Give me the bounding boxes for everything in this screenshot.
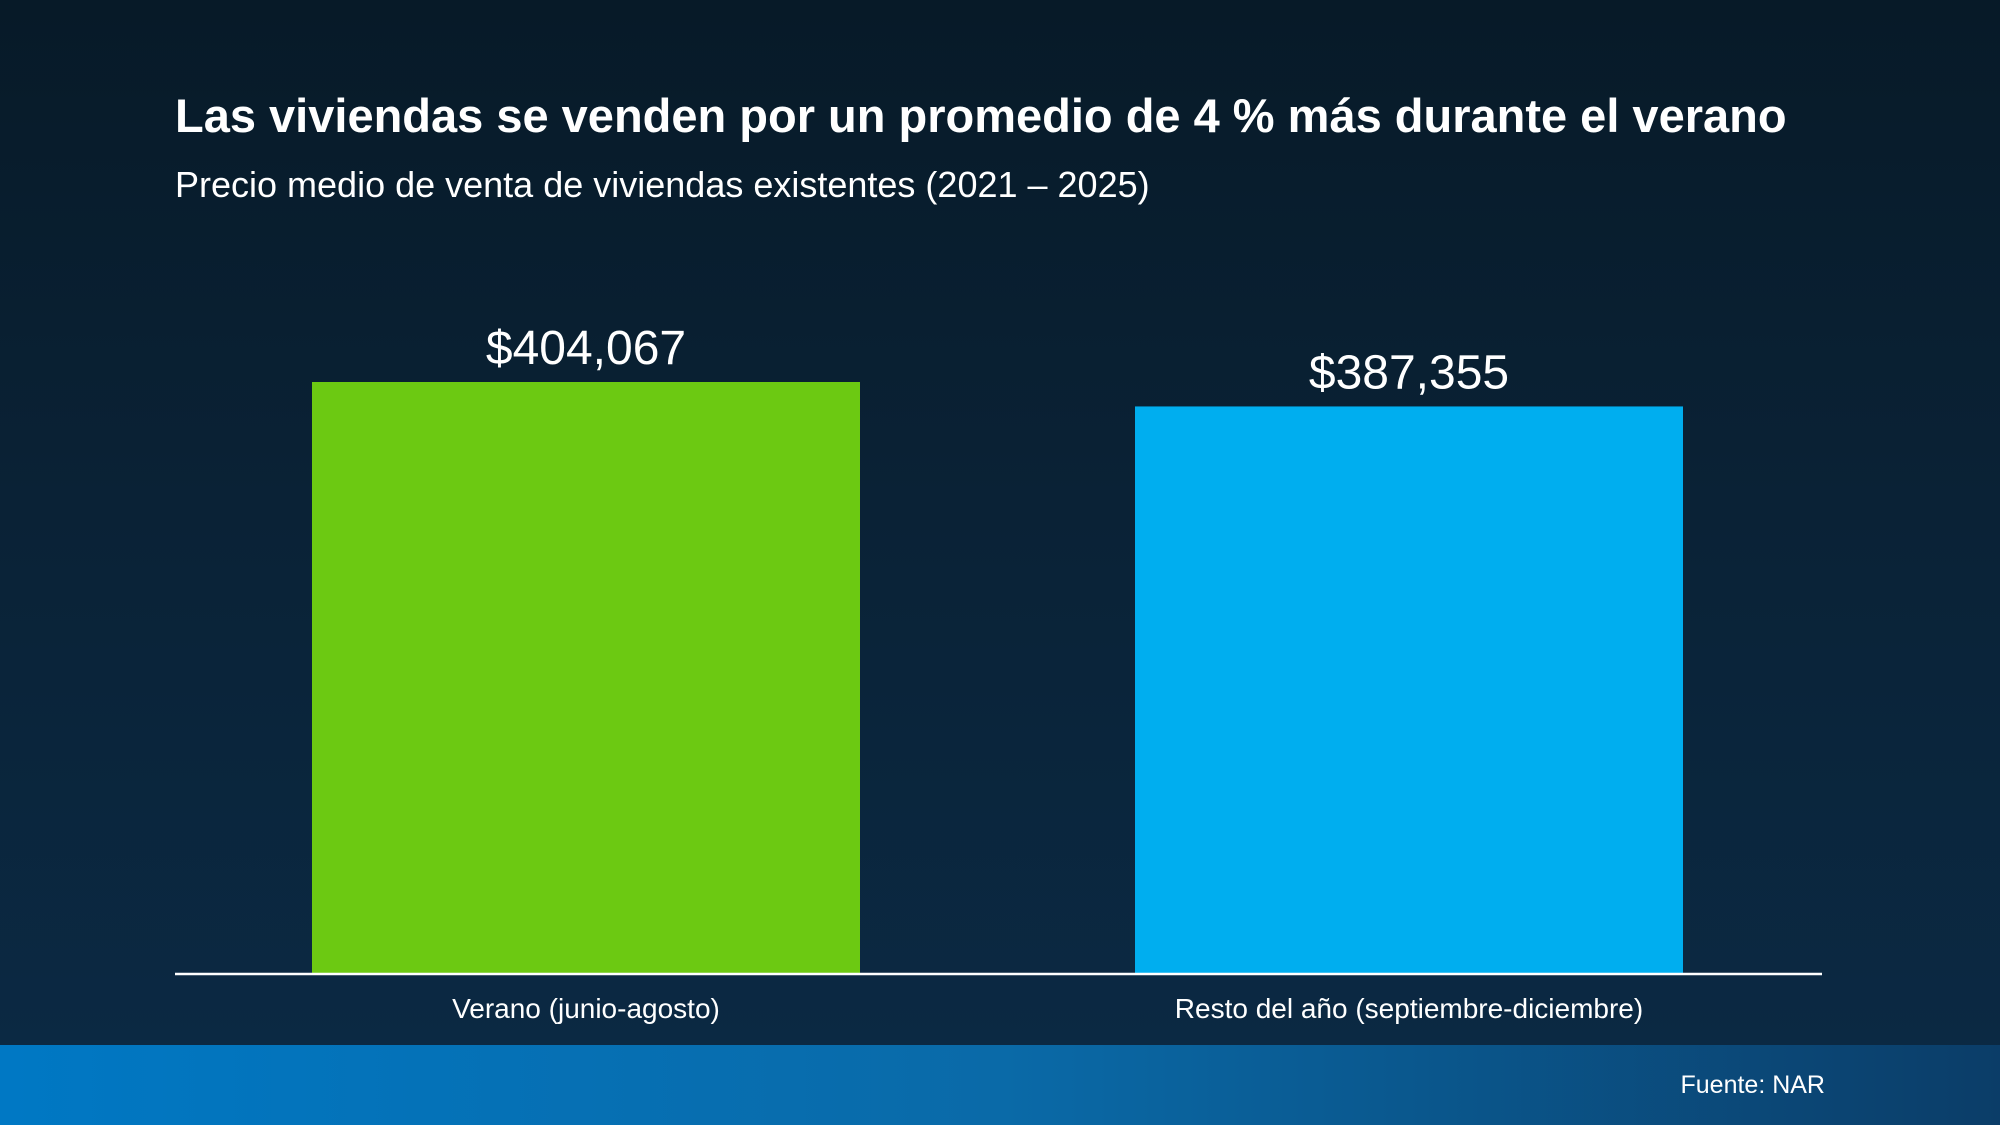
category-label-1: Resto del año (septiembre-diciembre) xyxy=(1175,993,1643,1024)
bar-chart: $404,067 Verano (junio-agosto) $387,355 Res… xyxy=(0,0,2000,1045)
category-label-0: Verano (junio-agosto) xyxy=(452,993,720,1024)
value-label-1: $387,355 xyxy=(1309,346,1509,399)
bar-1 xyxy=(1135,406,1683,973)
bar-0 xyxy=(312,382,860,973)
source-label: Fuente: NAR xyxy=(1680,1071,1825,1100)
value-label-0: $404,067 xyxy=(486,322,686,375)
